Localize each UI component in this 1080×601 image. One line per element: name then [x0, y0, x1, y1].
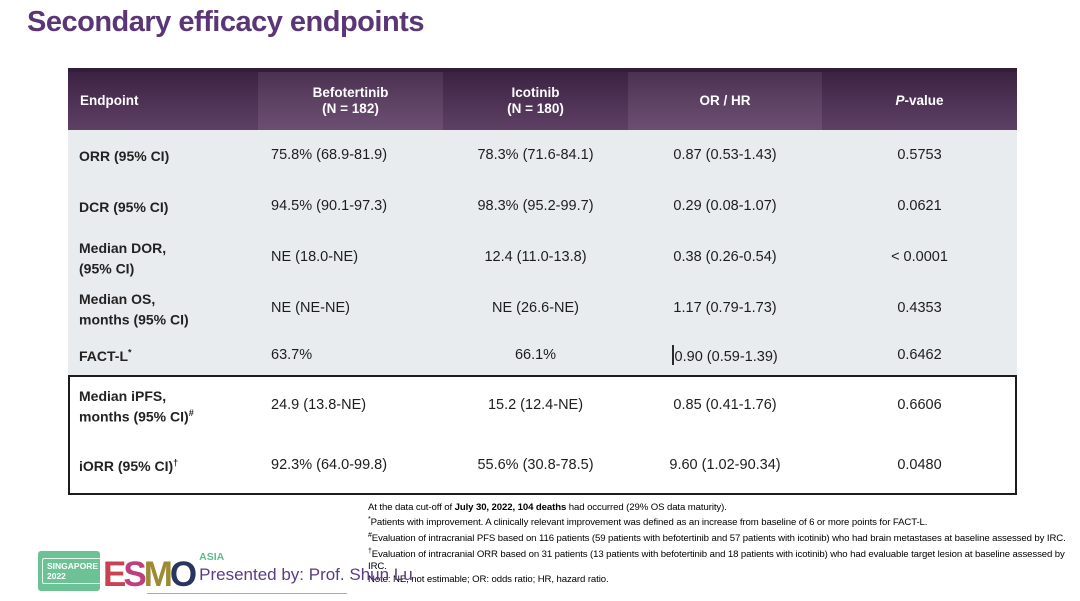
- or-hr-cell: 0.87 (0.53-1.43): [673, 147, 777, 163]
- endpoint-cell: Median iPFS, months (95% CI)#: [79, 388, 194, 425]
- befotertinib-cell: 92.3% (64.0-99.8): [271, 456, 388, 473]
- endpoint-cell: DCR (95% CI): [79, 199, 169, 216]
- icotinib-cell: 15.2 (12.4-NE): [487, 397, 584, 413]
- col-header-icotinib: Icotinib (N = 180): [443, 72, 628, 130]
- footnotes: At the data cut-off of July 30, 2022, 10…: [368, 502, 1076, 586]
- or-hr-cell: 1.17 (0.79-1.73): [673, 300, 777, 316]
- col-header-label: P-value: [895, 93, 944, 108]
- presented-by: Presented by: Prof. Shun Lu: [199, 565, 413, 584]
- or-hr-cell: 0.90 (0.59-1.39): [628, 344, 822, 365]
- icotinib-cell: 98.3% (95.2-99.7): [477, 198, 594, 214]
- table-row-median-os: Median OS, months (95% CI) NE (NE-NE) NE…: [68, 282, 1017, 334]
- footer-divider: [147, 593, 347, 594]
- col-header-endpoint: Endpoint: [68, 72, 258, 130]
- endpoint-cell: Median OS, months (95% CI): [79, 291, 189, 328]
- icotinib-cell: 12.4 (11.0-13.8): [484, 249, 587, 265]
- befotertinib-cell: 24.9 (13.8-NE): [271, 397, 367, 413]
- or-hr-cell: 0.38 (0.26-0.54): [673, 249, 777, 265]
- col-header-label: Endpoint: [80, 93, 139, 108]
- badge-text: SINGAPORE 2022: [42, 558, 104, 584]
- table-row-orr: ORR (95% CI) 75.8% (68.9-81.9) 78.3% (71…: [68, 130, 1017, 180]
- page-title: Secondary efficacy endpoints: [27, 6, 424, 38]
- table-row-iorr: iORR (95% CI)† 92.3% (64.0-99.8) 55.6% (…: [68, 435, 1017, 494]
- text-cursor-artifact: [672, 344, 674, 365]
- p-value-cell: 0.0480: [897, 456, 942, 473]
- esmo-asia-label: ASIA: [199, 551, 225, 563]
- table-header-row: Endpoint Befotertinib (N = 182) Icotinib…: [68, 68, 1017, 130]
- footnote-abbreviations: Note: NE, not estimable; OR: odds ratio;…: [368, 573, 609, 585]
- endpoint-cell: ORR (95% CI): [79, 148, 170, 165]
- col-header-or-hr: OR / HR: [628, 72, 822, 130]
- or-hr-cell: 9.60 (1.02-90.34): [669, 456, 781, 473]
- icotinib-cell: 66.1%: [514, 346, 557, 363]
- footnote-fact-l: *Patients with improvement. A clinically…: [368, 516, 928, 529]
- befotertinib-cell: 94.5% (90.1-97.3): [271, 198, 388, 214]
- p-value-cell: 0.5753: [897, 147, 942, 163]
- p-value-cell: 0.6606: [897, 397, 942, 413]
- footer-logo: SINGAPORE 2022 ESMO ASIA Presented by: P…: [38, 551, 413, 594]
- esmo-logo: ESMO: [103, 555, 197, 594]
- befotertinib-cell: NE (18.0-NE): [271, 249, 359, 265]
- befotertinib-cell: NE (NE-NE): [271, 300, 350, 316]
- icotinib-cell: 55.6% (30.8-78.5): [477, 456, 594, 473]
- p-value-cell: < 0.0001: [891, 249, 948, 265]
- endpoint-cell: Median DOR, (95% CI): [79, 240, 167, 277]
- footnote-cutoff: At the data cut-off of July 30, 2022, 10…: [368, 502, 727, 513]
- col-header-sub: (N = 180): [507, 101, 564, 116]
- footnote-ipfs: #Evaluation of intracranial PFS based on…: [368, 532, 1066, 545]
- icotinib-cell: NE (26.6-NE): [491, 300, 580, 316]
- icotinib-cell: 78.3% (71.6-84.1): [477, 147, 594, 163]
- p-value-cell: 0.0621: [897, 198, 942, 214]
- table-row-dcr: DCR (95% CI) 94.5% (90.1-97.3) 98.3% (95…: [68, 180, 1017, 232]
- singapore-2022-badge: SINGAPORE 2022: [38, 551, 104, 591]
- col-header-label: Befotertinib: [312, 85, 389, 100]
- table-row-median-dor: Median DOR, (95% CI) NE (18.0-NE) 12.4 (…: [68, 232, 1017, 282]
- befotertinib-cell: 63.7%: [271, 346, 313, 363]
- endpoint-cell: iORR (95% CI)†: [79, 457, 179, 474]
- or-hr-cell: 0.85 (0.41-1.76): [673, 397, 777, 413]
- footnote-iorr: †Evaluation of intracranial ORR based on…: [368, 547, 1065, 573]
- col-header-p-value: P-value: [822, 72, 1017, 130]
- col-header-label: OR / HR: [699, 93, 751, 108]
- p-value-cell: 0.4353: [897, 300, 942, 316]
- p-value-cell: 0.6462: [897, 346, 942, 363]
- col-header-sub: (N = 182): [322, 101, 379, 116]
- table-row-fact-l: FACT-L* 63.7% 66.1% 0.90 (0.59-1.39) 0.6…: [68, 334, 1017, 375]
- or-hr-cell: 0.29 (0.08-1.07): [673, 198, 777, 214]
- endpoint-cell: FACT-L*: [79, 347, 132, 364]
- table-row-median-ipfs: Median iPFS, months (95% CI)# 24.9 (13.8…: [68, 375, 1017, 435]
- befotertinib-cell: 75.8% (68.9-81.9): [271, 147, 388, 163]
- efficacy-table: Endpoint Befotertinib (N = 182) Icotinib…: [68, 68, 1017, 495]
- col-header-label: Icotinib: [511, 85, 560, 100]
- col-header-befotertinib: Befotertinib (N = 182): [258, 72, 443, 130]
